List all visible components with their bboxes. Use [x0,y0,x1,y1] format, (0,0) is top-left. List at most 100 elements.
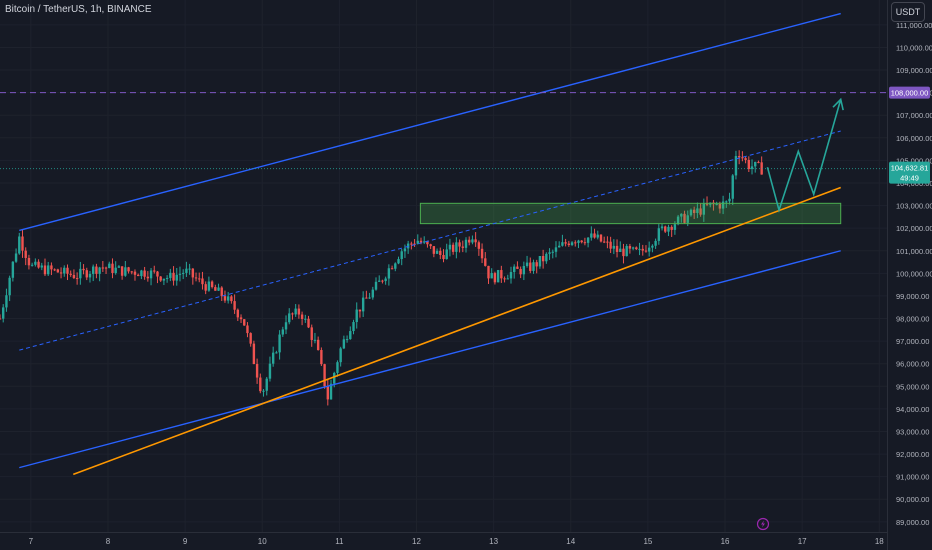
price-tick-label: 101,000.00 [896,247,932,256]
candle-body [56,269,60,273]
candle-body [718,203,722,209]
candle-body [223,296,227,301]
candle-body [111,263,114,274]
candle-body [442,254,445,260]
candle-body [342,339,346,349]
candle-body [108,263,111,269]
candle-body [728,198,731,202]
candle-body [403,248,407,252]
candle-body [156,271,159,277]
candle-body [146,276,150,279]
candle-body [670,226,673,230]
price-tick-label: 96,000.00 [896,360,929,369]
candle-body [323,364,326,387]
candle-body [538,256,542,267]
currency-button[interactable]: USDT [891,2,925,22]
candle-body [336,362,339,373]
candle-body [390,268,394,270]
projection-path [766,99,842,213]
drawings [0,12,887,476]
candle-body [40,265,43,268]
time-axis[interactable]: 7 8 9 10 11 12 13 14 15 16 17 18 [29,537,885,546]
candle-body [445,249,448,260]
candle-body [474,239,477,243]
candle-body [172,272,175,281]
candle-body [259,377,262,392]
candle-body [529,262,532,271]
candle-body [468,239,471,243]
time-tick-label: 12 [412,537,421,546]
lightning-icon[interactable] [756,517,770,531]
time-tick-label: 18 [875,537,884,546]
candle-body [66,267,69,274]
symbol-title: Bitcoin / TetherUS, 1h, BINANCE [5,4,152,15]
candle-body [525,262,529,266]
candle-body [590,233,593,238]
candle-body [47,265,50,275]
candle-body [699,208,702,215]
time-tick-label: 13 [489,537,498,546]
candle-body [692,209,696,213]
candle-body [165,277,169,279]
candle-body [484,258,487,266]
candle-body [333,372,336,384]
candle-body [127,267,130,272]
candle-body [725,201,728,203]
candle-body [448,244,452,250]
candle-body [496,270,500,283]
candle-body [27,257,31,266]
last-price-badge [889,161,930,184]
price-tick-label: 109,000.00 [896,66,932,75]
candle-body [275,352,278,354]
candle-body [75,278,79,280]
candle-body [204,284,207,291]
price-tick-label: 107,000.00 [896,111,932,120]
candle-body [580,240,583,243]
candle-body [583,242,587,244]
candle-body [101,267,105,269]
candle-body [416,240,419,244]
candle-body [689,209,693,216]
candle-body [140,270,143,277]
candle-body [178,273,182,275]
candle-body [471,239,474,243]
candle-body [574,242,577,244]
candle-body [541,256,545,262]
candle-body [429,244,432,247]
candle-body [136,274,140,277]
candle-body [34,261,37,265]
candle-body [181,272,185,274]
candle-body [757,161,760,163]
candle-body [243,319,246,326]
candle-body [490,273,493,279]
candle-body [734,156,738,176]
candle-body [747,159,751,169]
price-tick-label: 89,000.00 [896,518,929,527]
candle-body [509,272,513,279]
candle-body [98,267,101,274]
candle-body [117,266,121,268]
candle-body [255,364,259,378]
candle-body [744,158,747,160]
candle-body [169,272,172,278]
candle-body [262,390,265,392]
candle-body [239,317,243,320]
candle-body [567,243,571,245]
candle-body [201,278,204,285]
candle-body [326,386,330,400]
price-tick-label: 90,000.00 [896,495,929,504]
candle-body [162,278,166,281]
candle-body [760,162,763,175]
candle-body [413,243,416,245]
candle-body [715,203,718,205]
candle-body [207,281,211,291]
candle-body [680,213,683,217]
candle-body [660,226,664,229]
candle-body [284,322,288,330]
candle-body [252,343,256,365]
candle-body [651,245,654,248]
time-tick-label: 14 [566,537,575,546]
candle-body [249,333,252,344]
candle-body [120,266,124,276]
